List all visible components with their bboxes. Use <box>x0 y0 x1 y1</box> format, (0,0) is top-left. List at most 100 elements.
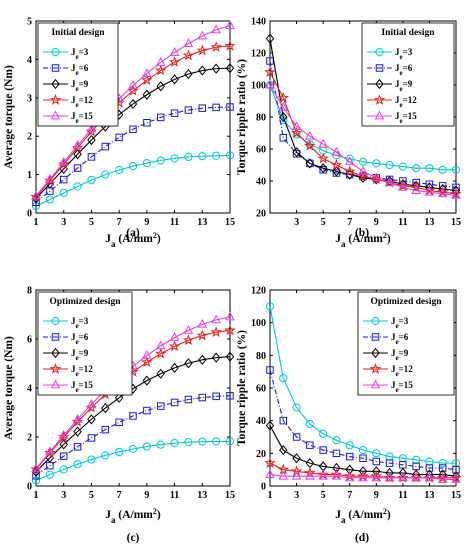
legend-marker <box>371 333 380 341</box>
series-line <box>35 25 231 197</box>
data-point <box>115 418 123 427</box>
data-point <box>142 68 152 77</box>
data-point <box>184 438 193 447</box>
panel-label: (b) <box>355 227 369 239</box>
panel-label: (c) <box>127 532 140 544</box>
x-tick-label: 5 <box>321 217 326 228</box>
data-point <box>154 347 167 359</box>
series-5 <box>31 311 235 473</box>
data-point <box>143 406 151 415</box>
x-tick-label: 9 <box>144 490 149 501</box>
legend-entry: Je=12 <box>395 95 417 109</box>
data-point <box>212 437 221 446</box>
data-point <box>184 358 193 369</box>
data-point <box>59 439 68 450</box>
x-axis-label: Ja (A/mm2) <box>335 507 391 526</box>
panel-b: 3 5 7 9 11 13 15 20 40 60 80 100 120 140 Ja (A/mm2) Tor… <box>236 17 462 249</box>
data-point <box>129 125 137 134</box>
data-point <box>225 437 235 446</box>
data-point <box>32 471 40 480</box>
y-axis-label: Torque ripple ratio (%) <box>236 59 248 175</box>
x-tick-label: 9 <box>374 490 379 501</box>
x-tick-label: 3 <box>294 217 299 228</box>
data-point <box>224 39 236 51</box>
legend-entry: Je=3 <box>71 316 89 330</box>
data-point <box>410 471 422 483</box>
data-point <box>170 74 179 85</box>
data-point <box>212 103 220 112</box>
data-point <box>156 440 165 449</box>
x-tick-label: 13 <box>197 490 207 501</box>
data-point <box>182 334 195 346</box>
data-point <box>290 126 303 138</box>
series-2 <box>32 392 234 480</box>
data-point <box>358 157 368 166</box>
series-5 <box>31 20 235 200</box>
data-point <box>330 158 343 170</box>
data-point <box>142 158 151 168</box>
legend-marker <box>51 333 60 341</box>
y-tick-label: 4 <box>27 55 32 66</box>
data-point <box>266 366 274 374</box>
data-point <box>141 74 153 86</box>
legend-marker <box>49 362 62 374</box>
data-point <box>129 412 137 420</box>
data-point <box>372 466 381 477</box>
data-point <box>87 455 96 464</box>
y-tick-label: 2 <box>27 433 32 444</box>
data-point <box>87 175 96 185</box>
legend-entry: Je=3 <box>71 47 89 61</box>
data-point <box>292 453 301 464</box>
data-point <box>211 314 221 324</box>
data-point <box>73 443 82 451</box>
data-point <box>265 33 275 44</box>
data-point <box>115 133 123 142</box>
data-point <box>318 470 328 480</box>
data-point <box>225 151 235 160</box>
data-point <box>30 463 42 475</box>
data-point <box>317 152 329 164</box>
data-point <box>319 429 328 438</box>
data-point <box>142 89 152 100</box>
x-tick-label: 13 <box>197 217 207 228</box>
data-point <box>197 30 208 40</box>
y-tick-label: 0 <box>261 482 266 493</box>
y-tick-label: 80 <box>256 113 266 124</box>
legend-title: Initial design <box>381 28 435 38</box>
data-point <box>451 190 461 199</box>
data-point <box>182 49 195 61</box>
data-point <box>198 152 207 161</box>
series-3 <box>31 351 235 477</box>
data-point <box>371 472 382 482</box>
y-tick-label: 4 <box>27 384 32 395</box>
data-point <box>411 469 421 480</box>
data-point <box>211 24 221 34</box>
data-point <box>59 452 68 460</box>
data-point <box>264 457 276 469</box>
data-point <box>101 170 110 179</box>
y-tick-label: 2 <box>27 132 32 143</box>
data-point <box>73 182 82 191</box>
data-point <box>156 156 165 165</box>
legend-entry: Je=15 <box>71 111 93 125</box>
legend-marker <box>371 347 380 359</box>
data-point <box>279 444 288 456</box>
data-point <box>398 179 408 190</box>
data-point <box>168 340 181 352</box>
legend-box <box>357 291 455 396</box>
data-point <box>437 188 448 198</box>
data-point <box>343 165 356 177</box>
data-point <box>87 434 96 442</box>
x-tick-label: 11 <box>398 217 407 228</box>
legend-marker <box>375 64 384 72</box>
data-point <box>155 340 166 350</box>
legend-marker <box>51 78 60 90</box>
legend-title: Optimized design <box>50 297 122 307</box>
data-point <box>345 452 354 461</box>
data-point <box>344 156 355 166</box>
data-point <box>319 446 327 454</box>
data-point <box>73 149 82 160</box>
series-line <box>269 474 456 481</box>
data-point <box>278 102 289 111</box>
